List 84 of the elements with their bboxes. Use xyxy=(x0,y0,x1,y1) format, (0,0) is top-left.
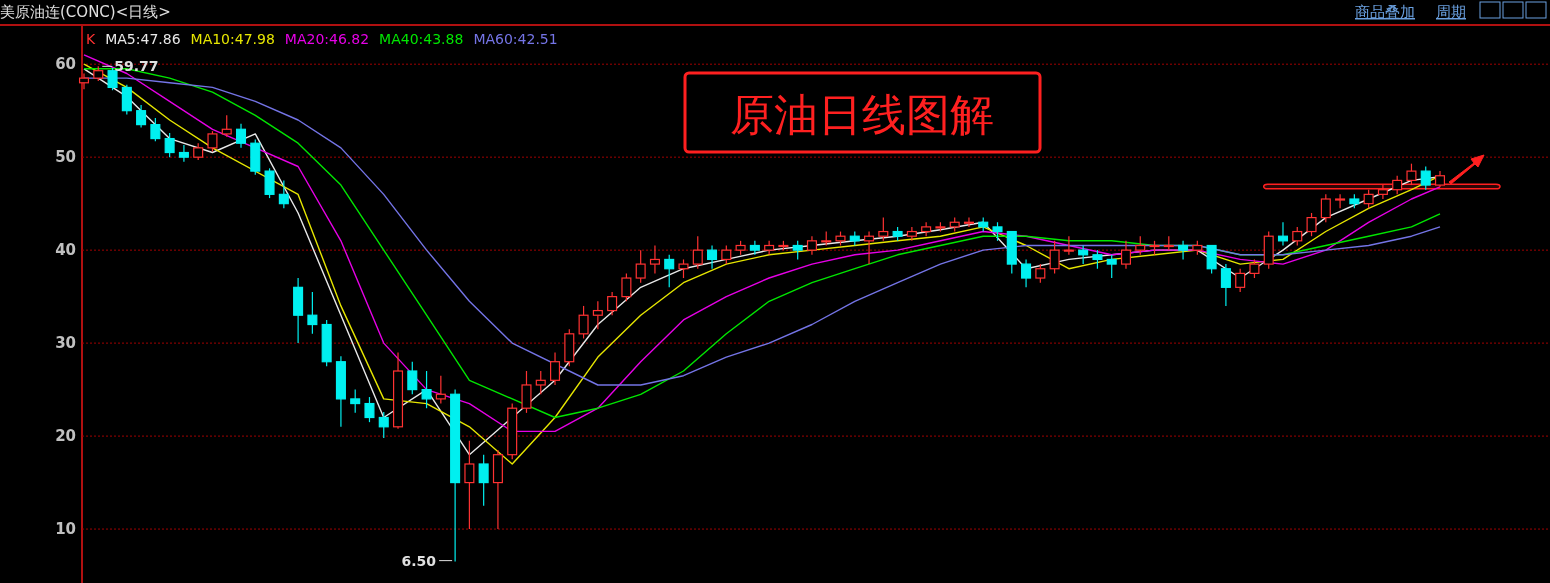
y-tick-label: 60 xyxy=(55,55,76,74)
candlestick xyxy=(435,375,446,405)
text: MA40:43.88 xyxy=(379,31,464,47)
candlestick xyxy=(221,114,232,138)
candlestick xyxy=(235,123,247,149)
candlestick xyxy=(1320,193,1331,223)
y-tick-label: 50 xyxy=(55,148,76,167)
candlestick xyxy=(350,389,361,414)
candlestick xyxy=(721,244,732,265)
candlestick xyxy=(806,235,817,256)
candlestick xyxy=(421,370,432,409)
candlestick xyxy=(707,244,718,270)
y-tick-label: 40 xyxy=(55,241,76,260)
candlestick xyxy=(121,84,132,115)
candlestick xyxy=(1363,189,1374,209)
candlestick xyxy=(664,254,675,288)
candlestick xyxy=(764,240,775,256)
candlestick xyxy=(1021,258,1032,288)
candlestick xyxy=(278,179,289,209)
candlestick xyxy=(1092,249,1103,270)
candlestick xyxy=(535,370,546,395)
candlestick xyxy=(1249,258,1260,279)
candlestick xyxy=(678,258,689,279)
text: MA10:47.98 xyxy=(190,31,275,47)
text: 周期 xyxy=(1436,3,1466,21)
text: MA20:46.82 xyxy=(284,31,370,47)
y-tick-label: 20 xyxy=(55,427,76,446)
candlestick xyxy=(78,72,90,90)
candlestick xyxy=(1235,268,1246,293)
text: MA60:42.51 xyxy=(473,31,558,47)
candlestick xyxy=(1220,263,1231,307)
y-tick-label: 30 xyxy=(55,334,76,353)
candlestick xyxy=(550,351,561,386)
series-label: K xyxy=(86,31,96,47)
annotation: 6.50 xyxy=(401,552,437,569)
candlestick xyxy=(1306,212,1317,237)
candlestick xyxy=(1420,165,1431,191)
candlestick xyxy=(878,217,889,242)
candlestick xyxy=(364,396,375,423)
candlestick xyxy=(1135,235,1146,256)
candlestick xyxy=(1120,240,1131,270)
annotation: 59.77 xyxy=(114,58,159,75)
candlestick xyxy=(1292,226,1303,247)
candlestick xyxy=(635,249,646,284)
candlestick xyxy=(178,144,189,163)
text: MA5:47.86 xyxy=(105,31,181,47)
candlestick xyxy=(407,361,418,395)
candlestick xyxy=(649,244,660,274)
candlestick xyxy=(607,291,618,316)
candlestick xyxy=(1406,163,1417,186)
candlestick xyxy=(578,305,589,340)
candlestick xyxy=(521,370,532,414)
candlestick xyxy=(592,300,603,330)
candlestick xyxy=(749,240,760,256)
annotation: 原油日线图解 xyxy=(730,89,994,140)
candlestick xyxy=(1377,184,1388,200)
candlestick xyxy=(307,291,318,335)
candlestick xyxy=(1178,240,1189,261)
candlestick xyxy=(692,235,703,270)
candlestick xyxy=(136,104,147,129)
candlestick xyxy=(792,240,803,261)
candlestick xyxy=(1078,244,1089,265)
candlestick xyxy=(1335,193,1346,209)
candlestick xyxy=(1206,244,1217,274)
candlestick xyxy=(921,221,932,237)
candlestick xyxy=(264,167,275,199)
candlestick xyxy=(621,272,632,302)
candlestick xyxy=(963,217,974,228)
candlestick xyxy=(150,117,161,142)
candlestick xyxy=(464,440,475,530)
candlestick xyxy=(164,132,175,158)
candlestick xyxy=(1035,263,1046,284)
candlestick xyxy=(992,221,1003,242)
candlestick xyxy=(1106,254,1117,279)
candlestick xyxy=(906,226,917,242)
chart-title: 美原油连(CONC)<日线> xyxy=(0,3,171,21)
candlestick xyxy=(207,130,218,153)
y-tick-label: 10 xyxy=(55,520,76,539)
candlestick xyxy=(478,454,489,507)
text: 商品叠加 xyxy=(1355,3,1415,21)
candlestick xyxy=(1063,235,1074,256)
candlestick xyxy=(378,411,389,439)
candlestick xyxy=(1049,240,1060,274)
candlestick xyxy=(1392,175,1403,195)
